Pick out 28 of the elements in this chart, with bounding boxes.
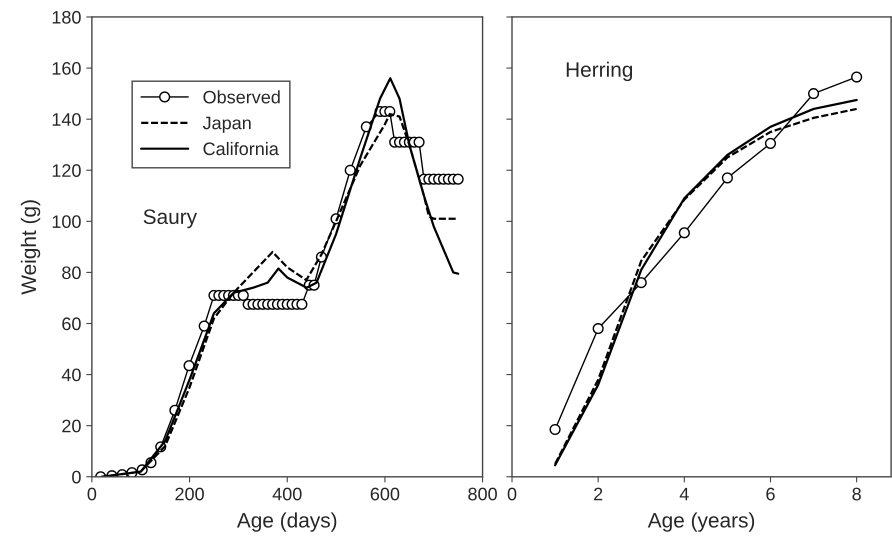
x-tick-label: 6 bbox=[766, 488, 775, 500]
x-axis-title: Age (years) bbox=[648, 512, 754, 532]
annotation: Herring bbox=[566, 62, 632, 82]
x-tick-label: 600 bbox=[370, 488, 400, 500]
y-tick-label: 0 bbox=[72, 470, 81, 484]
y-tick-label: 20 bbox=[62, 420, 81, 432]
x-tick-label: 2 bbox=[594, 488, 602, 500]
y-tick-label: 100 bbox=[52, 215, 81, 228]
legend-label: Japan bbox=[202, 116, 251, 133]
y-tick-label: 80 bbox=[62, 266, 81, 280]
y-tick-label: 140 bbox=[52, 113, 81, 126]
y-tick-label: 160 bbox=[52, 62, 81, 75]
annotation: Saury bbox=[144, 209, 198, 228]
y-tick-label: 40 bbox=[62, 368, 81, 382]
x-tick-label: 4 bbox=[680, 488, 689, 500]
y-tick-label: 180 bbox=[52, 10, 81, 24]
x-tick-label: 800 bbox=[468, 488, 497, 500]
x-tick-label: 8 bbox=[852, 488, 861, 500]
x-tick-label: 400 bbox=[272, 488, 302, 500]
x-axis-title: Age (days) bbox=[236, 512, 336, 532]
legend-label: Observed bbox=[203, 90, 280, 104]
y-tick-label: 120 bbox=[52, 164, 81, 177]
y-tick-label: 60 bbox=[62, 317, 81, 330]
x-tick-label: 0 bbox=[88, 488, 96, 500]
legend-label: California bbox=[203, 142, 279, 156]
y-axis-title: Weight (g) bbox=[20, 200, 40, 295]
x-tick-label: 200 bbox=[175, 488, 204, 500]
x-tick-label: 0 bbox=[508, 488, 516, 500]
